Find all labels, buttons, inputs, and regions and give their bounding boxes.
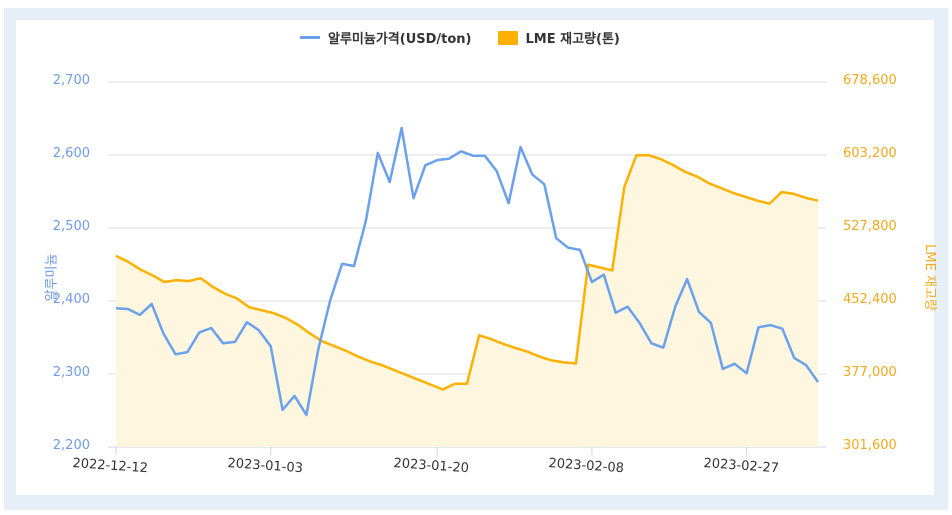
box-swatch-icon (497, 30, 518, 45)
legend-price-label: 알루미늄가격(USD/ton) (328, 32, 472, 47)
left-tick-label: 2,400 (52, 292, 90, 307)
legend-item-price[interactable]: 알루미늄가격(USD/ton) (300, 28, 472, 47)
right-tick-label: 377,000 (843, 365, 897, 380)
left-tick-label: 2,200 (52, 438, 90, 453)
stock-area (116, 155, 818, 447)
left-tick-label: 2,600 (52, 146, 90, 161)
line-swatch-icon (300, 36, 320, 39)
right-tick-label: 678,600 (843, 73, 897, 88)
left-tick-label: 2,700 (52, 73, 90, 88)
legend-item-stock[interactable]: LME 재고량(톤) (497, 28, 620, 47)
left-tick-label: 2,300 (52, 365, 90, 380)
right-tick-label: 603,200 (843, 146, 897, 161)
left-tick-label: 2,500 (52, 219, 90, 234)
legend-stock-label: LME 재고량(톤) (525, 32, 620, 47)
right-tick-label: 527,800 (843, 219, 897, 234)
price-line[interactable] (115, 126, 820, 417)
right-tick-label: 452,400 (843, 292, 897, 307)
right-tick-label: 301,600 (843, 438, 897, 453)
legend: 알루미늄가격(USD/ton) LME 재고량(톤) (300, 28, 646, 47)
stock-line[interactable] (115, 153, 819, 391)
left-axis-label: 알루미늄 (44, 253, 60, 302)
right-axis-label: LME 재고량 (921, 244, 937, 311)
